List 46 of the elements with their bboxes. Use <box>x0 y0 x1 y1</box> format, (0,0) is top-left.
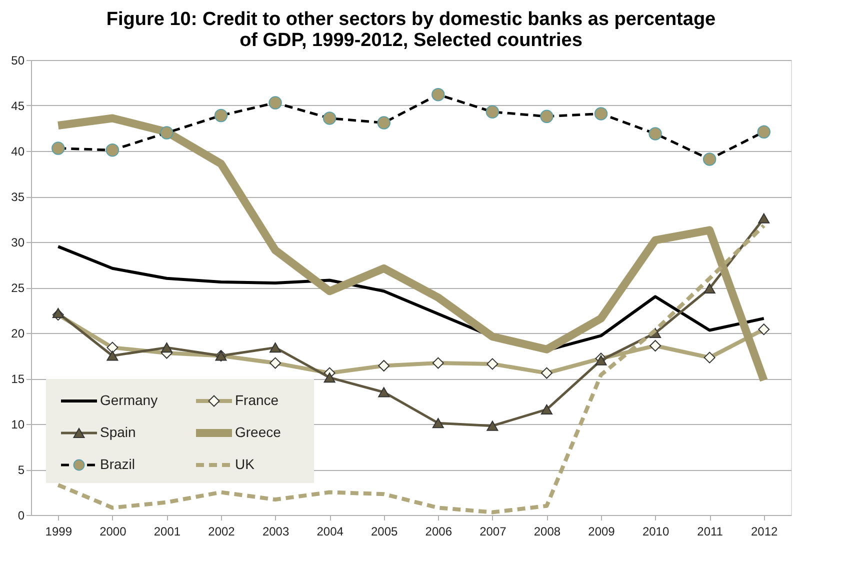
point <box>704 283 716 294</box>
x-tick-label: 2005 <box>371 524 398 538</box>
x-tick-label: 2002 <box>208 524 236 538</box>
point <box>106 350 118 361</box>
x-tick-label: 1999 <box>45 524 72 538</box>
x-tick-label: 2000 <box>100 524 127 538</box>
x-tick-label: 2011 <box>697 524 724 538</box>
point <box>432 418 444 428</box>
point <box>160 342 172 353</box>
point <box>270 342 282 353</box>
point <box>540 404 552 414</box>
line-series <box>56 224 766 514</box>
x-tick-label: 2012 <box>751 524 778 538</box>
point <box>160 126 174 140</box>
x-tick-label: 2001 <box>154 524 181 538</box>
point <box>324 372 336 383</box>
point <box>52 308 64 318</box>
chart-title: Figure 10: Credit to other sectors by domestic banks as percentage of GDP, 1999-2012, Selected countries <box>106 9 716 51</box>
x-tick-label: 2003 <box>262 524 290 538</box>
y-tick-label: 5 <box>18 463 25 477</box>
point <box>758 213 770 224</box>
y-tick-label: 45 <box>11 99 25 113</box>
point <box>486 420 498 431</box>
x-tick-label: 2007 <box>480 524 507 538</box>
y-tick-label: 30 <box>11 236 25 250</box>
y-tick-label: 0 <box>18 508 25 522</box>
y-tick-label: 10 <box>11 418 25 432</box>
legend-label: UK <box>235 456 256 472</box>
x-tick-label: 2010 <box>642 524 670 538</box>
legend-label: Brazil <box>100 456 136 472</box>
legend-label: Greece <box>235 424 282 440</box>
y-tick-label: 25 <box>11 281 25 295</box>
point <box>595 355 607 366</box>
y-tick-label: 40 <box>11 144 25 158</box>
x-tick-label: 2004 <box>316 524 344 538</box>
y-tick-label: 35 <box>11 190 25 204</box>
x-tick-label: 2006 <box>425 524 452 538</box>
legend-label: Spain <box>100 424 136 440</box>
y-tick-label: 15 <box>11 372 25 386</box>
point <box>378 387 390 398</box>
legend-label: Germany <box>100 392 158 408</box>
y-tick-label: 50 <box>11 54 25 68</box>
legend-label: France <box>235 392 279 408</box>
x-tick-label: 2009 <box>588 524 616 538</box>
y-tick-label: 20 <box>11 326 25 340</box>
x-tick-label: 2008 <box>534 524 561 538</box>
